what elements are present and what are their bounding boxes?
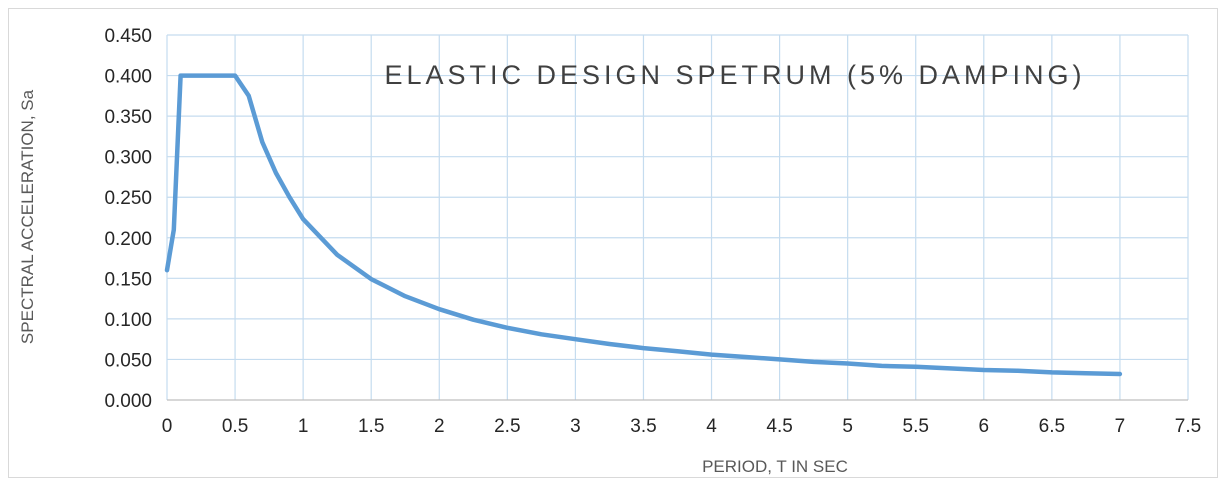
y-tick-label: 0.250 (104, 188, 152, 209)
x-tick-label: 7.5 (1175, 416, 1201, 437)
x-tick-label: 6 (979, 416, 990, 437)
y-tick-label: 0.150 (104, 269, 152, 290)
x-tick-label: 3 (570, 416, 581, 437)
horizontal-gridlines (167, 34, 1188, 401)
x-tick-label: 5 (842, 416, 853, 437)
y-tick-label: 0.350 (104, 107, 152, 128)
x-tick-label: 0.5 (222, 416, 248, 437)
x-tick-label: 3.5 (630, 416, 656, 437)
y-tick-label: 0.050 (104, 350, 152, 371)
x-axis-title: PERIOD, T IN SEC (702, 457, 848, 476)
x-tick-label: 7 (1115, 416, 1126, 437)
x-tick-label: 1 (298, 416, 309, 437)
series-layer (164, 73, 1123, 377)
y-tick-label: 0.300 (104, 148, 152, 169)
y-tick-label: 0.000 (104, 391, 152, 412)
x-tick-label: 1.5 (358, 416, 384, 437)
y-tick-label: 0.450 (104, 26, 152, 47)
x-axis-tick-labels: 0 0.5 1 1.5 2 2.5 3 3.5 4 4.5 5 5.5 6 6.5 7 7.5 (162, 416, 1202, 437)
chart-title: ELASTIC DESIGN SPETRUM (5% DAMPING) (384, 60, 1085, 90)
x-tick-label: 2.5 (494, 416, 520, 437)
y-axis-title: SPECTRAL ACCELERATION, Sa (18, 89, 37, 344)
y-axis-tick-labels: 0.000 0.050 0.100 0.150 0.200 0.250 0.300 0.350… (104, 26, 152, 412)
x-tick-label: 2 (434, 416, 445, 437)
x-tick-label: 4 (706, 416, 717, 437)
x-tick-label: 0 (162, 416, 173, 437)
x-tick-label: 5.5 (903, 416, 929, 437)
y-tick-label: 0.100 (104, 310, 152, 331)
y-tick-label: 0.400 (104, 67, 152, 88)
x-tick-label: 4.5 (766, 416, 792, 437)
y-tick-label: 0.200 (104, 229, 152, 250)
series-line (164, 73, 1123, 377)
x-tick-label: 6.5 (1039, 416, 1065, 437)
